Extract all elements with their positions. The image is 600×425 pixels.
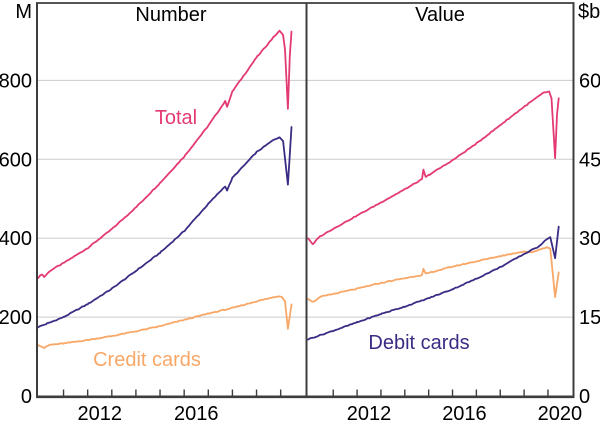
y-axis-label: 0 <box>21 386 32 408</box>
series-line-credit-cards <box>307 246 560 303</box>
series-label-debit-cards: Debit cards <box>368 332 470 354</box>
left-axis-unit-label: M <box>15 1 32 23</box>
y-axis-label: 0 <box>579 386 590 408</box>
series-line-credit-cards <box>37 295 293 349</box>
y-axis-label: 600 <box>0 149 32 171</box>
series-line-debit-cards <box>37 126 293 329</box>
series-label-total: Total <box>154 107 198 129</box>
series-line-total <box>307 90 560 246</box>
y-axis-label: 15 <box>579 307 600 329</box>
series-line-debit-cards <box>307 225 560 341</box>
y-axis-label: 400 <box>0 228 32 250</box>
x-axis-label: 2012 <box>77 403 122 425</box>
x-axis-label: 2016 <box>174 403 219 425</box>
panel-title-value: Value <box>415 4 465 26</box>
y-axis-label: 60 <box>579 70 600 92</box>
y-axis-label: 200 <box>0 307 32 329</box>
x-axis-label: 2020 <box>538 403 583 425</box>
y-axis-label: 45 <box>579 149 600 171</box>
x-axis-label: 2016 <box>442 403 487 425</box>
right-axis-unit-label: $b <box>578 1 600 23</box>
panel-title-number: Number <box>135 4 207 26</box>
series-label-credit-cards: Credit cards <box>93 349 201 371</box>
y-axis-label: 30 <box>579 228 600 250</box>
x-axis-label: 2012 <box>347 403 392 425</box>
y-axis-label: 800 <box>0 70 32 92</box>
series-line-total <box>37 29 293 279</box>
